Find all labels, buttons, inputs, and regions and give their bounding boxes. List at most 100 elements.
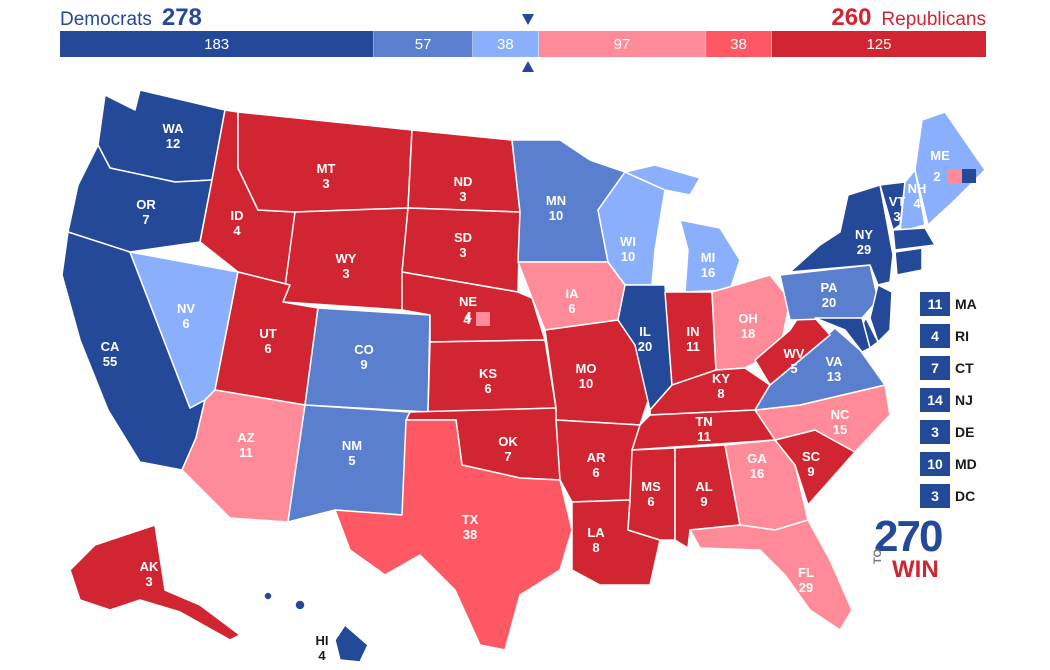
state-votes: 4 xyxy=(913,196,921,211)
small-state-ma[interactable]: 11 MA xyxy=(920,288,977,320)
small-state-md[interactable]: 10 MD xyxy=(920,448,977,480)
state-abbr: KS xyxy=(479,366,497,381)
state-nj[interactable] xyxy=(869,284,893,343)
state-label-sd: SD 3 xyxy=(454,230,472,260)
bar-segment: 57 xyxy=(374,31,473,57)
state-abbr: CA xyxy=(101,339,120,354)
state-label-mo: MO 10 xyxy=(576,361,597,391)
state-label-vt: VT 3 xyxy=(889,194,906,224)
state-tx[interactable] xyxy=(334,419,573,651)
state-label-ny: NY 29 xyxy=(855,227,873,257)
state-abbr: CO xyxy=(354,342,374,357)
state-votes: 4 xyxy=(318,648,326,663)
small-state-ct[interactable]: 7 CT xyxy=(920,352,977,384)
small-state-votes: 11 xyxy=(920,292,950,316)
state-abbr: PA xyxy=(820,280,838,295)
state-fl[interactable] xyxy=(689,519,853,631)
state-votes: 3 xyxy=(459,189,466,204)
logo-number: 270 xyxy=(874,512,943,561)
small-state-votes: 10 xyxy=(920,452,950,476)
state-label-fl: FL 29 xyxy=(798,565,814,595)
small-state-nj[interactable]: 14 NJ xyxy=(920,384,977,416)
state-abbr: ME xyxy=(930,148,950,163)
state-label-ut: UT 6 xyxy=(259,326,276,356)
state-label-ks: KS 6 xyxy=(479,366,497,396)
state-abbr: TX xyxy=(462,512,479,527)
ne-state-votes: 4 xyxy=(463,312,471,327)
state-abbr: KY xyxy=(712,371,730,386)
state-abbr: NM xyxy=(342,438,362,453)
state-label-la: LA 8 xyxy=(587,525,605,555)
state-nh[interactable] xyxy=(899,169,926,233)
state-votes: 10 xyxy=(579,376,593,391)
small-state-dc[interactable]: 3 DC xyxy=(920,480,977,512)
me-cd2-box[interactable] xyxy=(948,169,961,183)
state-votes: 9 xyxy=(360,357,367,372)
state-label-oh: OH 18 xyxy=(738,311,758,341)
state-votes: 5 xyxy=(790,361,797,376)
state-votes: 10 xyxy=(621,249,635,264)
bar-segment: 38 xyxy=(472,31,539,57)
state-votes: 6 xyxy=(484,381,491,396)
ne-cd2-box[interactable] xyxy=(476,312,490,326)
state-label-nm: NM 5 xyxy=(342,438,362,468)
state-label-al: AL 9 xyxy=(695,479,712,509)
state-label-wi: WI 10 xyxy=(620,234,636,264)
nebraska-district-boxes xyxy=(476,312,490,326)
state-hi[interactable] xyxy=(334,624,369,663)
state-votes: 11 xyxy=(239,445,253,460)
majority-marker-top-icon xyxy=(522,14,534,25)
logo-to: TO xyxy=(872,548,884,564)
state-votes: 3 xyxy=(459,245,466,260)
electoral-vote-bar: 183 57 38 97 38 125 xyxy=(60,31,986,57)
state-abbr: NY xyxy=(855,227,873,242)
republicans-label: Republicans xyxy=(881,9,986,30)
state-votes: 10 xyxy=(549,208,563,223)
state-votes: 29 xyxy=(799,580,813,595)
state-abbr: FL xyxy=(798,565,814,580)
small-state-abbr: DC xyxy=(955,488,976,504)
state-abbr: ND xyxy=(454,174,473,189)
state-label-il: IL 20 xyxy=(638,324,652,354)
small-state-ri[interactable]: 4 RI xyxy=(920,320,977,352)
state-votes: 11 xyxy=(686,339,700,354)
state-votes: 8 xyxy=(592,540,599,555)
state-mi-upper[interactable] xyxy=(624,164,701,196)
small-state-votes: 14 xyxy=(920,388,950,412)
small-state-votes: 3 xyxy=(920,484,950,508)
state-label-tx: TX 38 xyxy=(462,512,479,542)
state-hi-island[interactable] xyxy=(263,591,273,601)
me-cd1-box[interactable] xyxy=(962,169,976,183)
state-votes: 6 xyxy=(647,494,654,509)
state-abbr: AK xyxy=(140,559,159,574)
state-votes: 3 xyxy=(322,176,329,191)
state-label-ms: MS 6 xyxy=(641,479,661,509)
state-abbr: IA xyxy=(566,286,580,301)
state-abbr: NE xyxy=(459,294,477,309)
state-abbr: OR xyxy=(136,197,156,212)
state-votes: 15 xyxy=(833,422,847,437)
state-wa[interactable] xyxy=(97,89,226,183)
state-ct[interactable] xyxy=(894,247,923,276)
state-votes: 8 xyxy=(717,386,724,401)
state-hi-island[interactable] xyxy=(294,599,306,611)
democrats-label: Democrats xyxy=(60,9,152,30)
state-votes: 4 xyxy=(233,223,241,238)
state-votes: 6 xyxy=(592,465,599,480)
state-md[interactable] xyxy=(814,317,871,353)
state-ny[interactable] xyxy=(789,184,894,286)
state-abbr: AL xyxy=(695,479,712,494)
state-label-ky: KY 8 xyxy=(712,371,730,401)
state-abbr: GA xyxy=(747,451,767,466)
state-label-mt: MT 3 xyxy=(317,161,336,191)
state-abbr: VA xyxy=(825,354,843,369)
state-ak[interactable] xyxy=(69,524,241,641)
state-votes: 18 xyxy=(741,326,755,341)
state-ma[interactable] xyxy=(892,227,936,251)
270towin-logo: 270 TO WIN xyxy=(872,512,944,584)
small-state-de[interactable]: 3 DE xyxy=(920,416,977,448)
state-votes: 12 xyxy=(166,136,180,151)
state-votes: 16 xyxy=(750,466,764,481)
state-label-me: ME xyxy=(930,148,950,163)
state-me[interactable] xyxy=(914,111,986,226)
